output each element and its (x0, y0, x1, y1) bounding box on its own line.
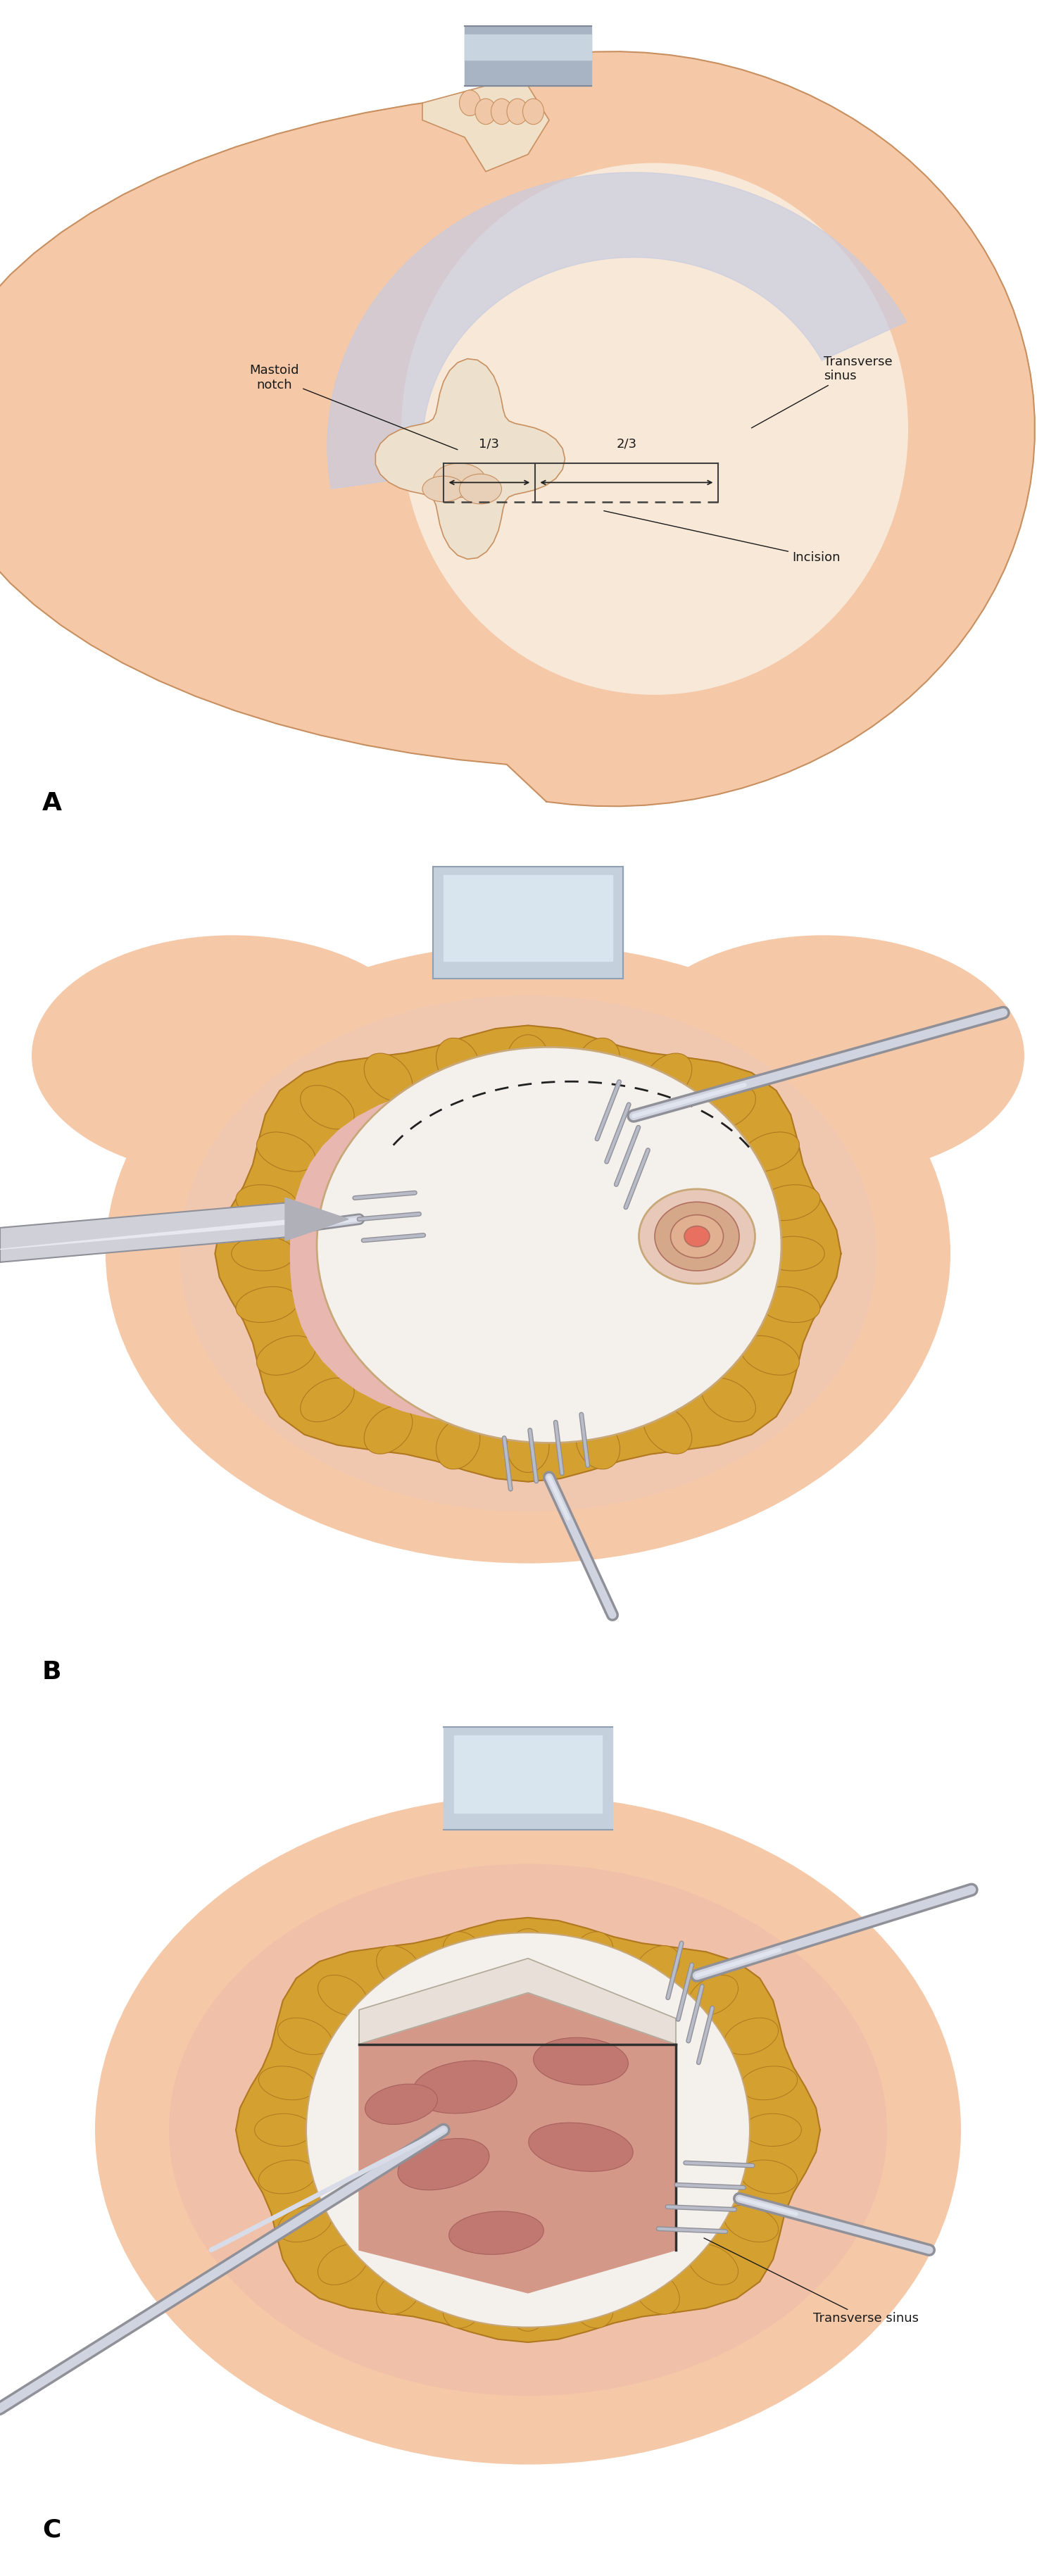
Circle shape (671, 1216, 723, 1257)
Ellipse shape (376, 1945, 421, 1989)
Ellipse shape (259, 2066, 316, 2099)
Polygon shape (215, 1025, 841, 1481)
Ellipse shape (635, 1945, 680, 1989)
Ellipse shape (300, 1378, 354, 1422)
Ellipse shape (412, 2061, 517, 2112)
Ellipse shape (571, 2282, 614, 2329)
Ellipse shape (318, 1976, 367, 2014)
Ellipse shape (623, 935, 1024, 1177)
Circle shape (655, 1203, 739, 1270)
Ellipse shape (254, 2115, 313, 2146)
Text: A: A (42, 791, 62, 814)
Text: 1/3: 1/3 (479, 438, 499, 451)
Ellipse shape (442, 1932, 485, 1978)
Ellipse shape (459, 474, 502, 505)
Polygon shape (0, 1218, 296, 1249)
Ellipse shape (740, 2066, 797, 2099)
Ellipse shape (235, 1285, 298, 1321)
Ellipse shape (401, 162, 908, 696)
Ellipse shape (576, 1419, 620, 1468)
Ellipse shape (758, 1285, 821, 1321)
Ellipse shape (571, 1932, 614, 1978)
Ellipse shape (278, 2017, 332, 2056)
Circle shape (639, 1190, 755, 1283)
Ellipse shape (533, 2038, 628, 2084)
Ellipse shape (365, 2084, 437, 2125)
Ellipse shape (235, 1185, 298, 1221)
Polygon shape (285, 1198, 348, 1242)
Polygon shape (0, 52, 1035, 806)
Text: 2/3: 2/3 (617, 438, 637, 451)
Text: C: C (42, 2517, 61, 2543)
Ellipse shape (169, 1865, 887, 2396)
Ellipse shape (259, 2159, 316, 2195)
Ellipse shape (231, 1236, 295, 1270)
Text: Transverse sinus: Transverse sinus (704, 2239, 919, 2326)
Polygon shape (359, 1994, 676, 2293)
Ellipse shape (278, 2205, 332, 2241)
Ellipse shape (508, 2285, 548, 2331)
Ellipse shape (433, 464, 486, 497)
Ellipse shape (702, 1378, 756, 1422)
Ellipse shape (507, 1422, 549, 1473)
Ellipse shape (743, 2115, 802, 2146)
Ellipse shape (724, 2017, 778, 2056)
Ellipse shape (364, 1406, 413, 1453)
Ellipse shape (364, 1054, 413, 1100)
Ellipse shape (317, 1046, 781, 1443)
Ellipse shape (459, 90, 480, 116)
Ellipse shape (436, 1038, 480, 1090)
Polygon shape (0, 1203, 296, 1262)
Ellipse shape (507, 1036, 549, 1087)
Ellipse shape (491, 98, 512, 124)
Ellipse shape (475, 98, 496, 124)
Ellipse shape (523, 98, 544, 124)
Ellipse shape (689, 1976, 738, 2014)
Polygon shape (235, 1917, 821, 2342)
Ellipse shape (508, 1929, 548, 1976)
Ellipse shape (106, 943, 950, 1564)
Ellipse shape (761, 1236, 825, 1270)
Ellipse shape (724, 2205, 778, 2241)
Ellipse shape (257, 1131, 316, 1172)
Ellipse shape (740, 1131, 799, 1172)
Ellipse shape (318, 2244, 367, 2285)
Ellipse shape (449, 2210, 544, 2254)
Polygon shape (376, 358, 565, 559)
Ellipse shape (635, 2269, 680, 2313)
Ellipse shape (758, 1185, 821, 1221)
Ellipse shape (95, 1795, 961, 2465)
Ellipse shape (507, 98, 528, 124)
Ellipse shape (300, 1084, 354, 1128)
Ellipse shape (740, 1337, 799, 1376)
Ellipse shape (643, 1406, 692, 1453)
Text: Transverse
sinus: Transverse sinus (752, 355, 892, 428)
Ellipse shape (376, 2269, 421, 2313)
Ellipse shape (422, 477, 465, 502)
Text: Mastoid
notch: Mastoid notch (249, 363, 457, 451)
Circle shape (684, 1226, 710, 1247)
Ellipse shape (257, 1337, 316, 1376)
Ellipse shape (442, 2282, 485, 2329)
Ellipse shape (32, 935, 433, 1177)
Polygon shape (422, 85, 549, 173)
Ellipse shape (180, 994, 876, 1512)
Ellipse shape (576, 1038, 620, 1090)
Ellipse shape (702, 1084, 756, 1128)
Ellipse shape (529, 2123, 633, 2172)
Text: B: B (42, 1659, 61, 1685)
Ellipse shape (306, 1932, 750, 2326)
Ellipse shape (436, 1419, 480, 1468)
Polygon shape (327, 173, 906, 489)
Ellipse shape (643, 1054, 692, 1100)
Ellipse shape (689, 2244, 738, 2285)
Ellipse shape (740, 2159, 797, 2195)
Ellipse shape (398, 2138, 489, 2190)
Text: Incision: Incision (604, 510, 841, 564)
Polygon shape (359, 1958, 676, 2045)
Polygon shape (290, 1082, 766, 1425)
